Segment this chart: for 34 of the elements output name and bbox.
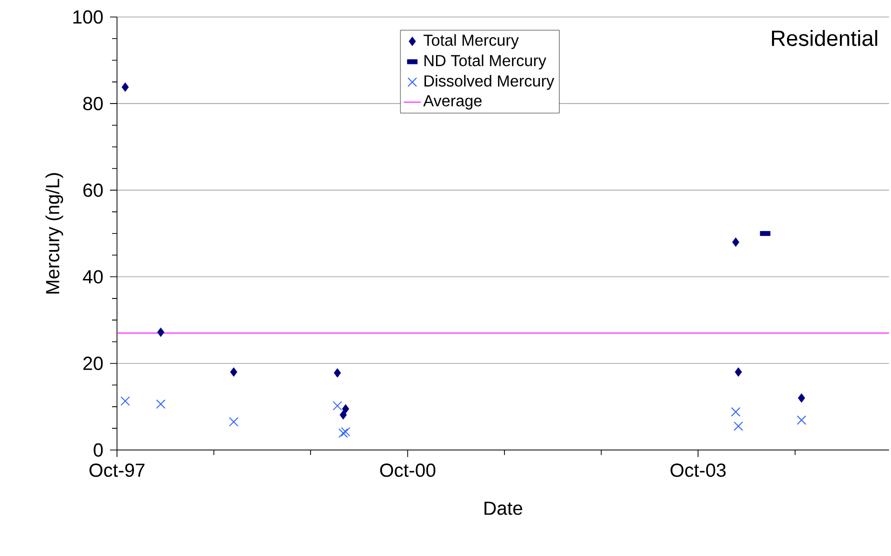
legend-label: Dissolved Mercury	[424, 74, 554, 90]
point	[228, 417, 238, 427]
point	[332, 401, 342, 411]
y-tick-label: 100	[73, 10, 103, 24]
point	[340, 427, 350, 437]
point	[730, 407, 740, 417]
annotation: Residential	[772, 30, 878, 46]
point	[342, 404, 350, 414]
point	[157, 328, 164, 337]
point	[120, 396, 130, 406]
point	[796, 415, 806, 425]
point	[156, 399, 166, 409]
point	[334, 368, 341, 378]
x-tick-label: Oct-03	[670, 463, 726, 477]
point	[734, 367, 742, 377]
point	[798, 393, 806, 403]
legend-label: Average	[423, 95, 482, 110]
point	[732, 237, 740, 247]
x-tick-label: Oct-00	[380, 463, 436, 477]
point	[230, 367, 238, 377]
x-axis-title: Date	[484, 502, 522, 515]
point	[338, 428, 348, 438]
y-tick-label: 80	[83, 96, 103, 110]
legend-label: ND Total Mercury	[424, 54, 546, 70]
point	[734, 421, 744, 431]
y-tick-label: 60	[83, 183, 103, 197]
y-axis-title: Mercury (ng/L)	[45, 173, 64, 294]
y-tick-label: 40	[82, 270, 103, 284]
y-tick-label: 0	[94, 443, 103, 457]
x-tick-label: Oct-97	[89, 463, 144, 477]
legend-label: Total Mercury	[424, 34, 519, 50]
point	[122, 82, 129, 92]
y-tick-label: 20	[83, 356, 103, 370]
point	[340, 410, 347, 420]
